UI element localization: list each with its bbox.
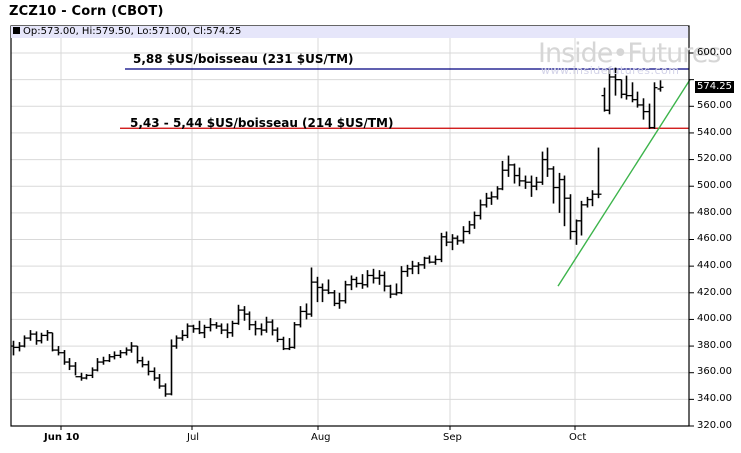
watermark-url: www.insidefutures.com [541, 64, 680, 77]
watermark-brand: Inside•Futures [538, 38, 721, 69]
y-tick: 460.00 [697, 233, 732, 244]
chart-title: ZCZ10 - Corn (CBOT) [9, 4, 164, 19]
upper-line-label: 5,88 $US/boisseau (231 $US/TM) [133, 52, 354, 66]
y-tick: 520.00 [697, 153, 732, 164]
lower-line-label: 5,43 - 5,44 $US/boisseau (214 $US/TM) [130, 116, 394, 130]
y-tick: 540.00 [697, 127, 732, 138]
y-tick: 480.00 [697, 207, 732, 218]
y-tick: 360.00 [697, 366, 732, 377]
y-tick: 420.00 [697, 287, 732, 298]
y-tick: 560.00 [697, 100, 732, 111]
y-tick: 500.00 [697, 180, 732, 191]
trend-line [557, 79, 691, 287]
x-tick-sep: Sep [443, 432, 462, 443]
series-swatch-icon [13, 27, 20, 34]
y-tick: 440.00 [697, 260, 732, 271]
y-tick: 600.00 [697, 47, 732, 58]
ohlc-values: Op:573.00, Hi:579.50, Lo:571.00, Cl:574.… [23, 26, 242, 37]
last-price-label: 574.25 [695, 81, 734, 93]
x-tick-jun: Jun 10 [44, 432, 80, 443]
plot-frame [10, 25, 694, 430]
x-tick-jul: Jul [187, 432, 200, 443]
gridlines [11, 38, 689, 426]
price-levels [120, 68, 689, 129]
y-tick: 400.00 [697, 313, 732, 324]
ohlc-readout: Op:573.00, Hi:579.50, Lo:571.00, Cl:574.… [11, 26, 688, 38]
y-tick: 320.00 [697, 420, 732, 431]
ohlc-bars [10, 67, 664, 397]
x-tick-oct: Oct [569, 432, 587, 443]
y-tick: 340.00 [697, 393, 732, 404]
x-tick-aug: Aug [311, 432, 331, 443]
y-tick: 380.00 [697, 340, 732, 351]
